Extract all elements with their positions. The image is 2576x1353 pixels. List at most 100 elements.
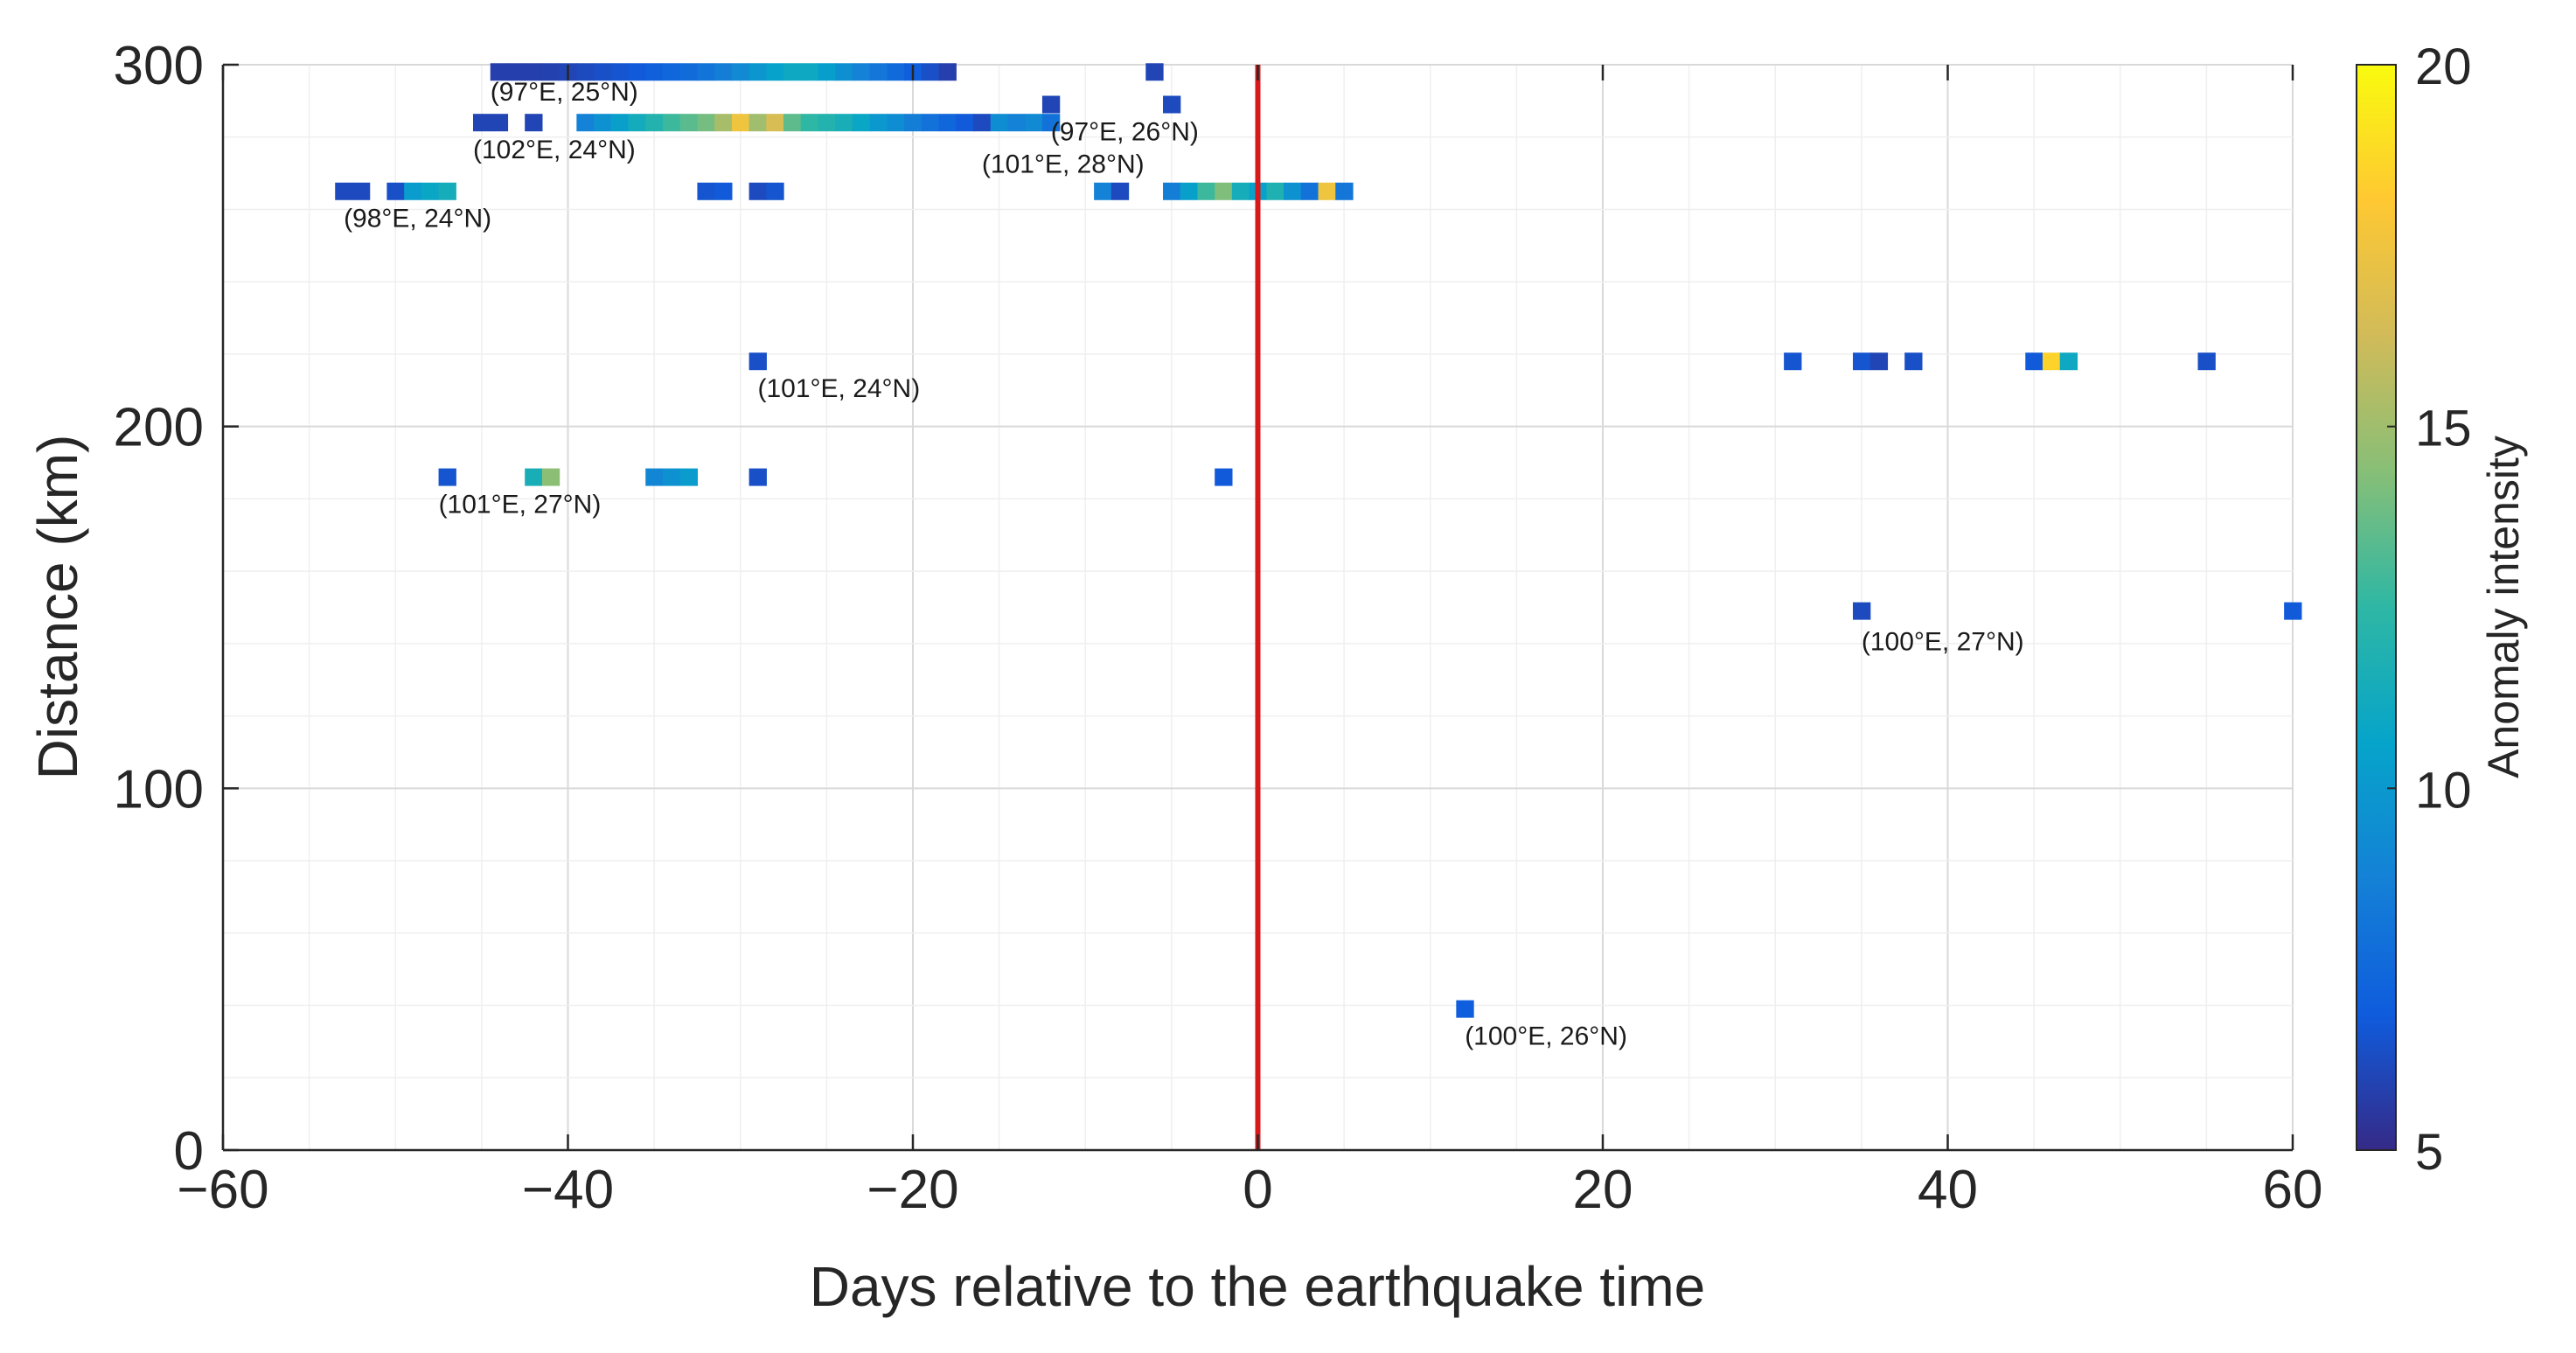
location-label: (97°E, 26°N) xyxy=(1051,117,1199,146)
y-tick-label: 0 xyxy=(174,1121,204,1182)
anomaly-cell xyxy=(490,63,509,81)
anomaly-cell xyxy=(525,468,543,486)
anomaly-cell xyxy=(628,63,646,81)
anomaly-cell xyxy=(645,114,664,132)
anomaly-cell xyxy=(748,182,767,200)
anomaly-cell xyxy=(887,114,905,132)
anomaly-cell xyxy=(473,114,491,132)
anomaly-cell xyxy=(783,63,802,81)
anomaly-cell xyxy=(421,182,440,200)
anomaly-cell xyxy=(1197,182,1215,200)
anomaly-cell xyxy=(1110,182,1130,200)
location-label: (102°E, 24°N) xyxy=(473,136,636,164)
anomaly-cell xyxy=(800,63,819,81)
anomaly-cell xyxy=(679,114,699,132)
anomaly-cell xyxy=(835,114,853,132)
anomaly-cell xyxy=(1163,95,1181,114)
anomaly-cell xyxy=(594,63,612,81)
anomaly-cell xyxy=(731,63,750,81)
anomaly-cell xyxy=(386,182,405,200)
anomaly-cells xyxy=(335,63,2302,1018)
anomaly-cell xyxy=(507,63,526,81)
anomaly-cell xyxy=(748,114,767,132)
location-label: (101°E, 28°N) xyxy=(982,150,1145,179)
location-label: (98°E, 24°N) xyxy=(344,205,491,234)
x-tick-label: 20 xyxy=(1573,1160,1633,1220)
anomaly-cell xyxy=(541,468,560,486)
anomaly-cell xyxy=(766,63,784,81)
colorbar-tick-label: 5 xyxy=(2415,1124,2443,1181)
anomaly-cell xyxy=(1318,182,1336,200)
anomaly-cell xyxy=(1335,182,1354,200)
anomaly-cell xyxy=(938,114,957,132)
anomaly-cell xyxy=(576,63,595,81)
anomaly-cell xyxy=(852,114,871,132)
anomaly-cell xyxy=(904,114,922,132)
anomaly-cell xyxy=(628,114,646,132)
anomaly-cell xyxy=(835,63,853,81)
anomaly-cell xyxy=(2197,352,2216,371)
x-tick-label: 60 xyxy=(2263,1160,2323,1220)
anomaly-cell xyxy=(1869,352,1889,371)
location-annotations: (97°E, 25°N) (102°E, 24°N) (97°E, 26°N) (10… xyxy=(344,78,2024,1051)
anomaly-cell xyxy=(594,114,612,132)
anomaly-cell xyxy=(697,182,715,200)
anomaly-cell xyxy=(2284,602,2302,620)
anomaly-cell xyxy=(1163,182,1181,200)
anomaly-cell xyxy=(645,468,664,486)
location-label: (100°E, 27°N) xyxy=(1862,628,2024,657)
x-tick-label: 0 xyxy=(1243,1160,1272,1220)
x-tick-label: 40 xyxy=(1918,1160,1978,1220)
anomaly-cell xyxy=(921,63,940,81)
location-label: (101°E, 24°N) xyxy=(757,374,920,403)
anomaly-cell xyxy=(1094,182,1112,200)
colorbar: 5 10 15 20 xyxy=(2356,38,2472,1181)
anomaly-cell xyxy=(2025,352,2043,371)
anomaly-cell xyxy=(697,114,715,132)
anomaly-cell xyxy=(973,114,992,132)
anomaly-cell xyxy=(1266,182,1285,200)
anomaly-cell xyxy=(921,114,940,132)
y-tick-label: 100 xyxy=(114,759,204,819)
anomaly-cell xyxy=(490,114,509,132)
colorbar-tick-label: 10 xyxy=(2415,762,2472,819)
anomaly-cell xyxy=(1041,114,1061,132)
anomaly-cell xyxy=(1456,1000,1474,1018)
anomaly-cell xyxy=(714,182,733,200)
location-label: (97°E, 25°N) xyxy=(491,78,638,107)
anomaly-cell xyxy=(714,63,733,81)
anomaly-cell xyxy=(766,114,784,132)
anomaly-cell xyxy=(1215,182,1233,200)
anomaly-cell xyxy=(541,63,560,81)
x-axis-label: Days relative to the earthquake time xyxy=(810,1255,1706,1318)
anomaly-cell xyxy=(748,63,767,81)
anomaly-cell xyxy=(731,114,750,132)
anomaly-cell xyxy=(610,63,630,81)
anomaly-cell xyxy=(748,468,767,486)
x-tick-label: −20 xyxy=(867,1160,958,1220)
anomaly-cell xyxy=(1025,114,1043,132)
anomaly-cell xyxy=(990,114,1009,132)
anomaly-cell xyxy=(1853,352,1871,371)
anomaly-cell xyxy=(352,182,371,200)
anomaly-cell xyxy=(938,63,957,81)
anomaly-cell xyxy=(1007,114,1026,132)
anomaly-cell xyxy=(2059,352,2078,371)
anomaly-cell xyxy=(1300,182,1319,200)
anomaly-cell xyxy=(887,63,905,81)
anomaly-cell xyxy=(1284,182,1302,200)
location-label: (100°E, 26°N) xyxy=(1465,1022,1627,1051)
anomaly-cell xyxy=(956,114,974,132)
anomaly-cell xyxy=(438,182,456,200)
anomaly-cell xyxy=(576,114,595,132)
anomaly-cell xyxy=(697,63,715,81)
anomaly-cell xyxy=(525,114,543,132)
y-axis-label: Distance (km) xyxy=(26,435,89,780)
y-tick-label: 300 xyxy=(114,36,204,96)
anomaly-cell xyxy=(1904,352,1923,371)
anomaly-cell xyxy=(1784,352,1802,371)
x-tick-label: −40 xyxy=(522,1160,614,1220)
anomaly-cell xyxy=(818,63,836,81)
